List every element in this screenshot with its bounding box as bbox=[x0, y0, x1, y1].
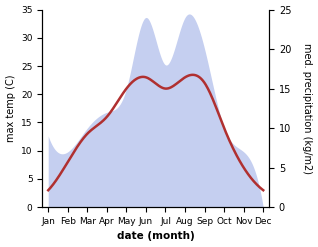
Y-axis label: max temp (C): max temp (C) bbox=[5, 75, 16, 142]
X-axis label: date (month): date (month) bbox=[117, 231, 195, 242]
Y-axis label: med. precipitation (kg/m2): med. precipitation (kg/m2) bbox=[302, 43, 313, 174]
